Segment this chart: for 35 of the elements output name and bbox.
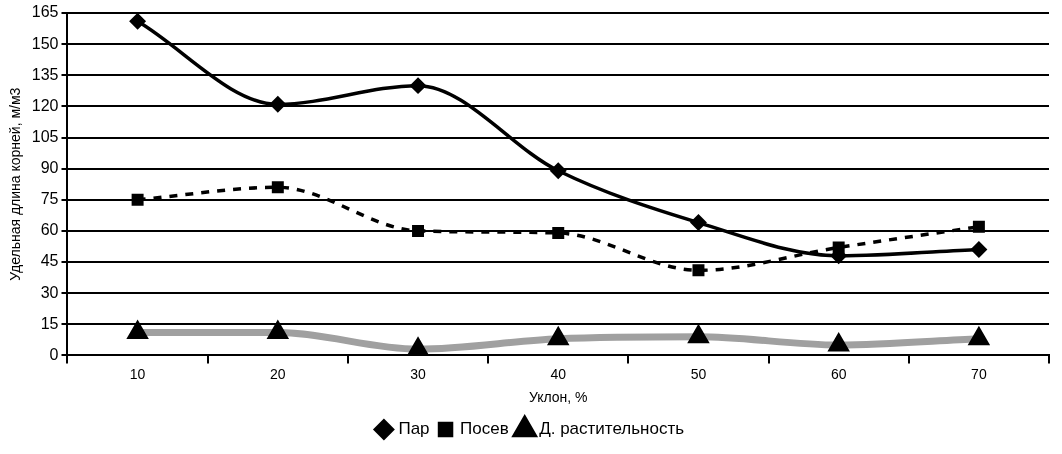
y-tick-label: 150 (31, 34, 59, 52)
x-tick-label: 40 (550, 365, 567, 382)
y-axis-title: Удельная длина корней, м/м3 (7, 87, 24, 281)
x-tick-label: 60 (830, 365, 847, 382)
x-tick-label: 50 (690, 365, 707, 382)
point (550, 162, 566, 179)
point (552, 226, 565, 239)
legend-label: Пар (398, 419, 430, 439)
x-tick-label: 30 (410, 365, 427, 382)
y-tick-label: 0 (49, 345, 59, 363)
x-axis-title: Уклон, % (528, 389, 588, 406)
y-tick-label: 90 (40, 159, 59, 177)
y-tick-label: 120 (31, 96, 59, 114)
point (410, 77, 426, 94)
point (690, 214, 707, 231)
point (270, 96, 286, 113)
point (271, 181, 284, 194)
y-tick-label: 75 (40, 190, 59, 208)
y-tick-label: 105 (31, 127, 59, 145)
point (131, 193, 144, 206)
y-tick-label: 15 (40, 314, 59, 332)
y-tick-label: 30 (40, 283, 59, 301)
legend-label: Посев (460, 419, 509, 439)
point (971, 241, 987, 258)
x-tick-label: 20 (270, 365, 286, 382)
y-tick-label: 45 (40, 252, 59, 270)
point (412, 224, 425, 237)
x-tick-label: 10 (129, 365, 146, 382)
y-tick-label: 165 (31, 3, 59, 21)
point (972, 220, 985, 233)
y-tick-label: 60 (40, 221, 59, 239)
x-tick-label: 70 (971, 365, 987, 382)
y-tick-label: 135 (31, 65, 59, 83)
point (692, 264, 705, 277)
legend-label: Д. растительность (539, 419, 685, 439)
